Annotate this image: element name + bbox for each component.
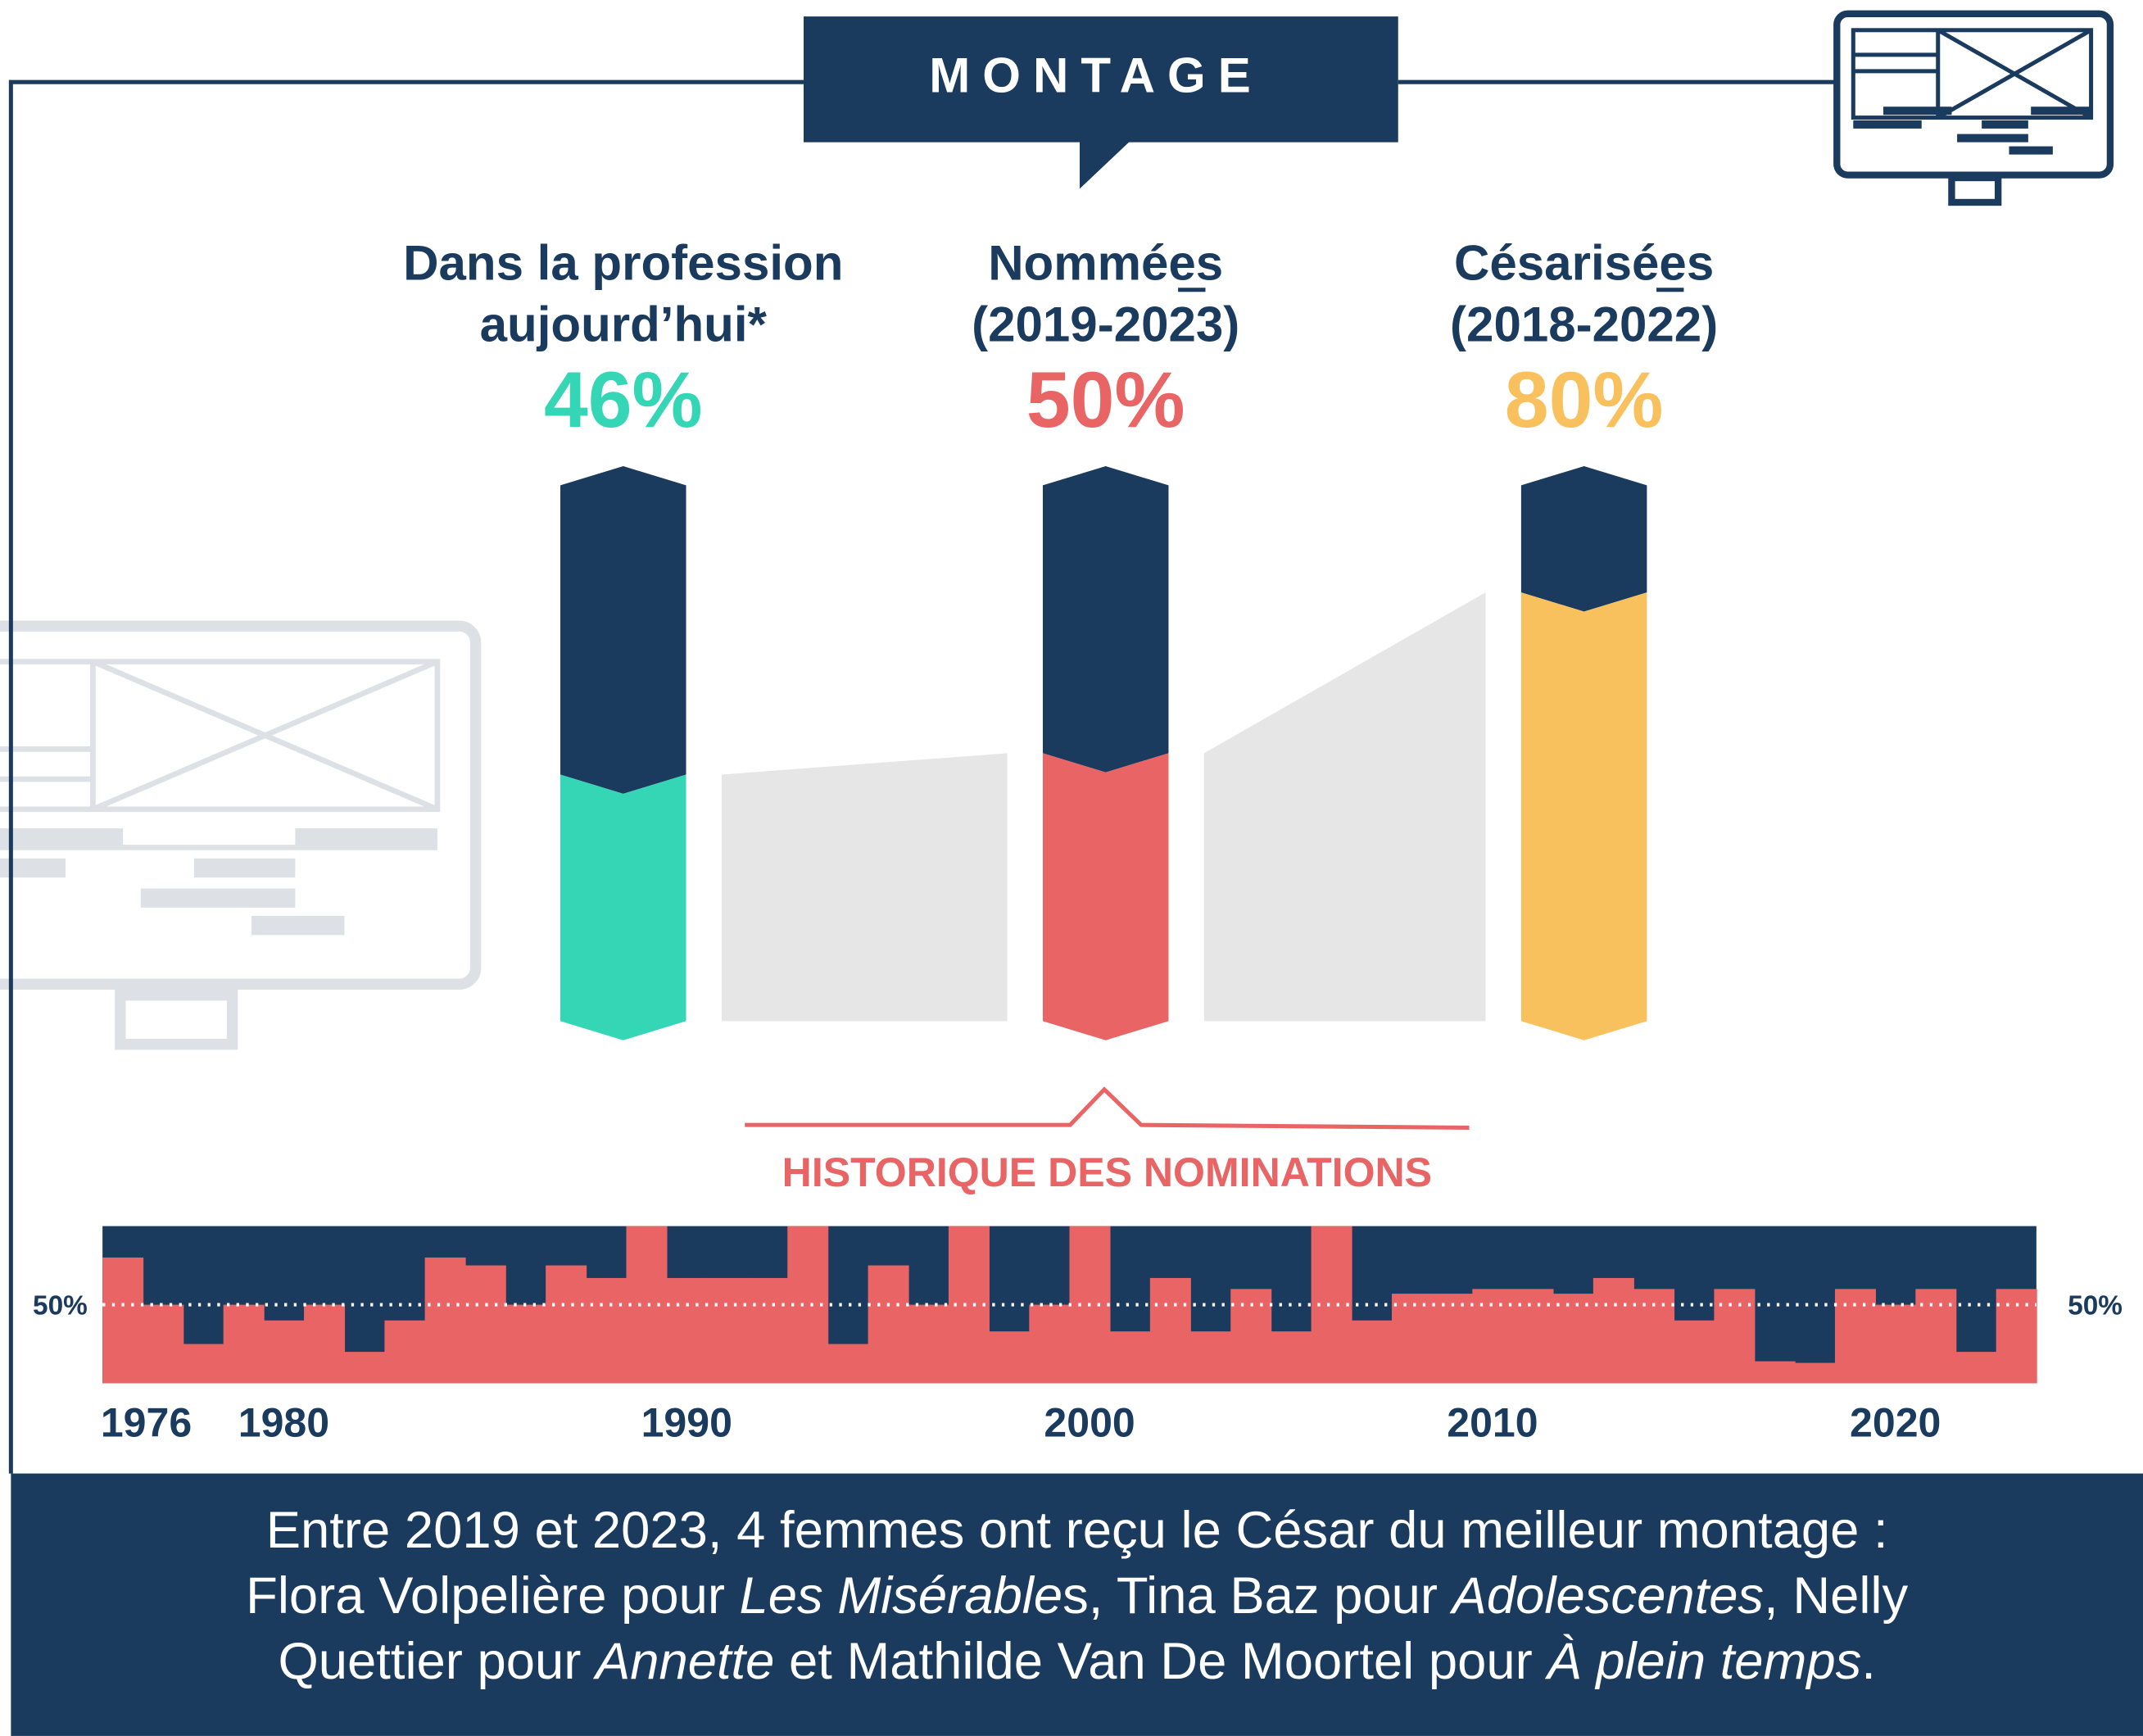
gauge-track — [560, 466, 686, 794]
gauge-label: Nommées — [988, 235, 1223, 290]
frame — [8, 79, 1837, 1474]
bar — [1432, 1294, 1474, 1384]
left-monitor-bars — [0, 828, 437, 936]
x-tick-label: 2010 — [1447, 1399, 1538, 1445]
footer-italic: À plein temps — [1544, 1633, 1861, 1690]
footer-run: s, Tina Baz pour — [1062, 1567, 1452, 1625]
bar — [908, 1304, 949, 1384]
bar — [1271, 1331, 1312, 1384]
bar — [1552, 1294, 1594, 1384]
x-tick-label: 1980 — [238, 1399, 329, 1445]
gauge-value-label: 50% — [1026, 355, 1185, 444]
gauge-label: Césarisées — [1454, 235, 1714, 290]
x-tick-label: 1990 — [641, 1399, 732, 1445]
section-bracket — [745, 1086, 1470, 1130]
bar — [505, 1304, 546, 1384]
gauge-fill — [1520, 592, 1647, 1040]
footer-run: , Nelly — [1764, 1567, 1908, 1625]
footer-line: Quettier pour Annette et Mathilde Van De… — [278, 1633, 1875, 1690]
footer-italic: Les Misérable — [740, 1567, 1063, 1625]
bar — [666, 1277, 708, 1384]
footer-run: et Mathilde Van De Moortel pour — [774, 1633, 1547, 1690]
gauge-track — [1042, 466, 1169, 773]
header-box — [804, 16, 1398, 189]
bar — [1593, 1277, 1634, 1384]
footer-run: Flora Volpelière pour — [246, 1567, 739, 1625]
bar — [868, 1265, 909, 1384]
connector — [1203, 592, 1486, 1022]
footer-line: Flora Volpelière pour Les Misérables, Ti… — [246, 1567, 1908, 1625]
x-tick-label: 2020 — [1850, 1399, 1941, 1445]
bar — [1391, 1294, 1433, 1384]
y-tick-label: 50% — [33, 1291, 88, 1321]
gauge-value-label: 80% — [1505, 355, 1664, 444]
bar — [223, 1304, 265, 1384]
bar — [344, 1352, 386, 1384]
bar — [1754, 1361, 1796, 1384]
y-tick-label: 50% — [2068, 1291, 2123, 1321]
bar — [1472, 1289, 1514, 1384]
bar — [1794, 1362, 1836, 1384]
bar — [143, 1304, 184, 1384]
bar — [304, 1304, 346, 1384]
bar — [989, 1331, 1031, 1384]
footer-run: . — [1861, 1633, 1876, 1690]
bar — [1311, 1226, 1352, 1384]
bar — [464, 1265, 506, 1384]
bar — [424, 1257, 466, 1384]
connector — [721, 753, 1008, 1022]
bar — [1674, 1320, 1715, 1384]
bar — [1190, 1331, 1232, 1384]
bar — [1875, 1304, 1917, 1384]
bar — [586, 1277, 627, 1384]
x-tick-label: 2000 — [1044, 1399, 1135, 1445]
gauge-label: (2018-2022) — [1450, 297, 1718, 351]
section-title: HISTORIQUE DES NOMINATIONS — [782, 1149, 1432, 1195]
footer-text: Entre 2019 et 2023, 4 femmes ont reçu le… — [246, 1502, 1908, 1690]
gauge-label: aujourd’hui* — [480, 297, 768, 351]
footer-box — [11, 1473, 2143, 1736]
bar — [1109, 1331, 1151, 1384]
bar — [1955, 1352, 1997, 1384]
bar — [546, 1265, 587, 1384]
bar — [1351, 1320, 1393, 1384]
footer-run: Quettier pour — [278, 1633, 596, 1690]
bar — [747, 1277, 789, 1384]
bar — [384, 1320, 426, 1384]
footer-italic: Annette — [592, 1633, 774, 1690]
footer-line: Entre 2019 et 2023, 4 femmes ont reçu le… — [266, 1502, 1888, 1559]
x-tick-label: 1976 — [101, 1399, 192, 1445]
bar — [183, 1344, 224, 1384]
bar — [706, 1277, 748, 1384]
footer-run: Entre 2019 et 2023, 4 femmes ont reçu le… — [266, 1502, 1888, 1559]
bar — [1149, 1277, 1191, 1384]
gauge-label: (2019-2023) — [972, 297, 1239, 351]
right-monitor-bars — [1853, 107, 2091, 155]
gauge-fill — [1042, 753, 1169, 1040]
gauge-label: Dans la profession — [403, 235, 843, 290]
bar — [102, 1257, 144, 1384]
gauge-fill — [560, 774, 686, 1040]
bar — [263, 1320, 305, 1384]
right-monitor-icon — [1833, 10, 2114, 206]
gauge-value-label: 46% — [544, 355, 703, 444]
bar — [1029, 1304, 1071, 1384]
left-monitor-icon — [0, 620, 482, 1050]
bar — [827, 1344, 869, 1384]
gauge-track — [1520, 466, 1647, 612]
bar — [626, 1226, 668, 1384]
header-title: MONTAGE — [929, 48, 1263, 103]
footer-italic: Adolescentes — [1449, 1567, 1764, 1625]
